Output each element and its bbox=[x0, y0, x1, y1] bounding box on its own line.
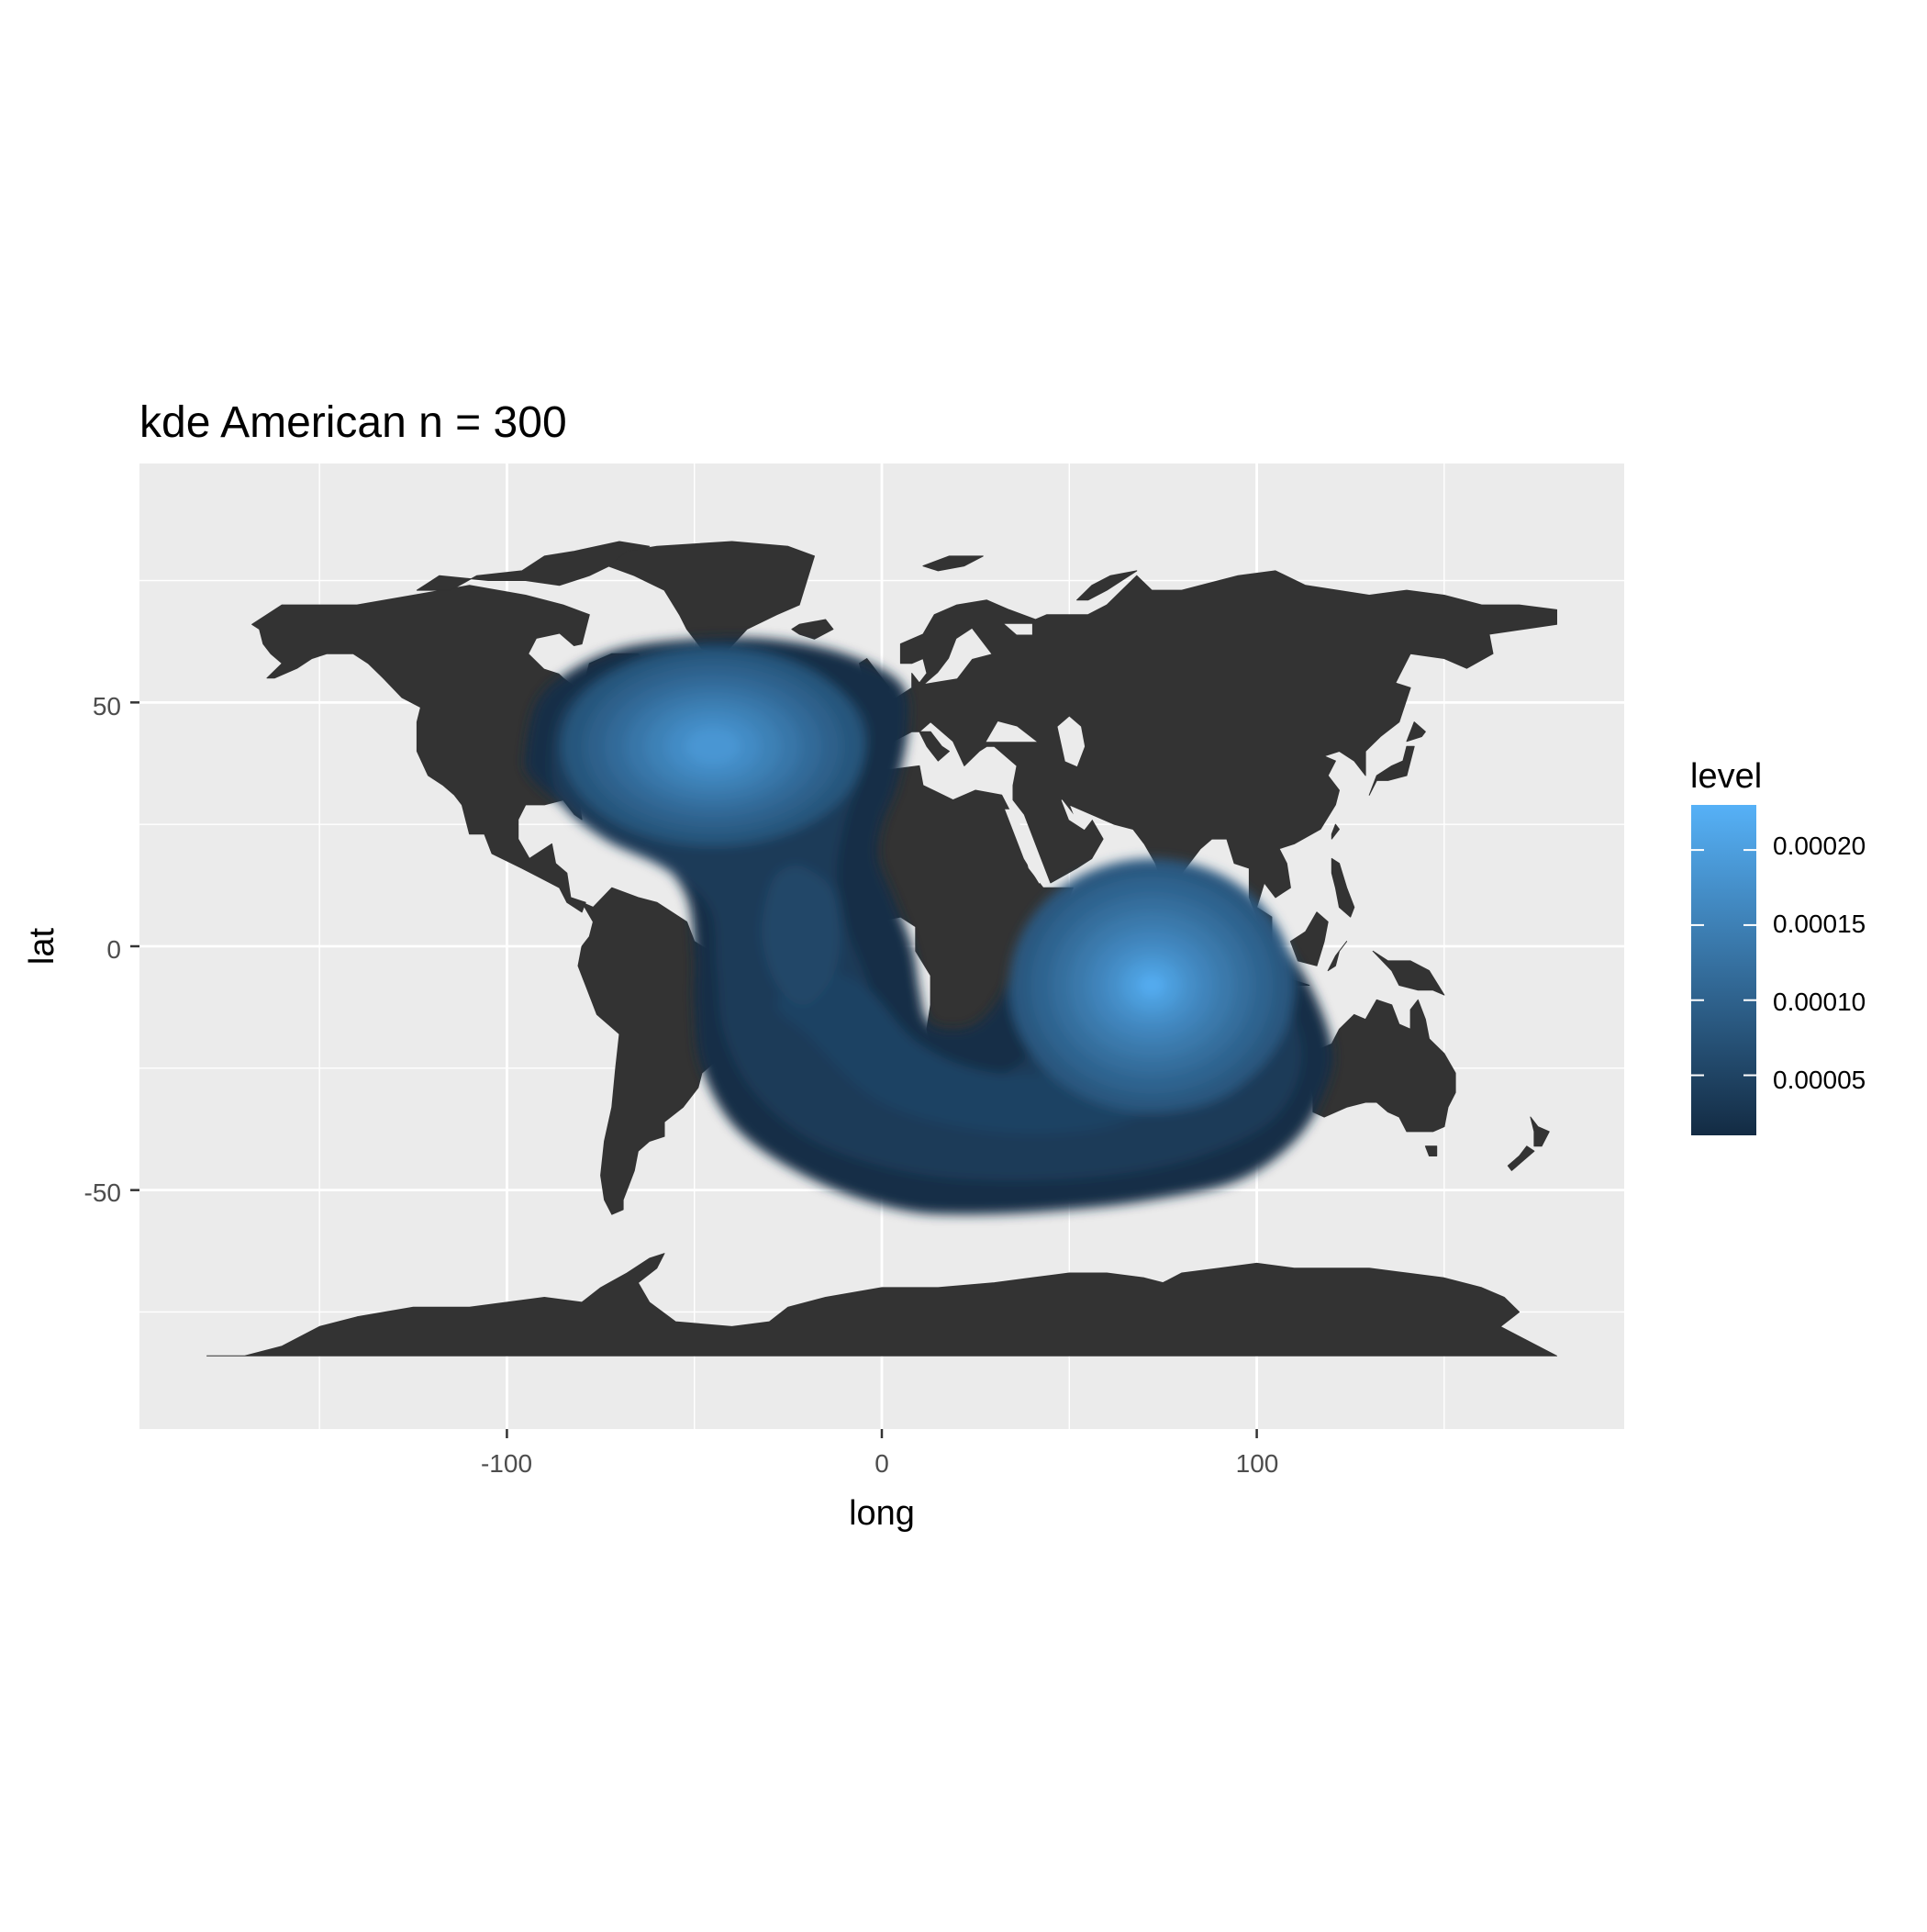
landmass-canadian-arctic bbox=[416, 541, 651, 591]
legend-colorbar bbox=[1691, 805, 1756, 1135]
y-tick-label-50: 50 bbox=[93, 692, 121, 720]
landmass-novaya-zemlya bbox=[1076, 570, 1138, 601]
water-baltic-sea bbox=[925, 628, 992, 684]
water-black-sea bbox=[986, 721, 1037, 743]
density-contour-mid-atlantic bbox=[762, 865, 841, 1006]
landmass-svalbard bbox=[922, 555, 984, 572]
y-tick-label-0: 0 bbox=[106, 935, 121, 964]
landmass-antarctica bbox=[206, 1253, 1557, 1357]
density-contour-south-3 bbox=[776, 969, 1164, 1134]
x-tick-label-minus-100: -100 bbox=[481, 1449, 532, 1478]
density-west-ring-7 bbox=[685, 728, 741, 765]
water-hudson-bay bbox=[529, 633, 583, 679]
legend-label-0.00015: 0.00015 bbox=[1773, 910, 1866, 938]
water-persian-gulf bbox=[1061, 799, 1093, 831]
landmass-eurasia bbox=[847, 570, 1557, 943]
x-tick-label-0: 0 bbox=[874, 1449, 889, 1478]
water-red-sea bbox=[1005, 809, 1044, 884]
landmass-borneo bbox=[1289, 911, 1329, 966]
legend-title: level bbox=[1690, 757, 1762, 796]
landmass-new-guinea bbox=[1372, 950, 1445, 996]
chart-title: kde American n = 300 bbox=[139, 398, 567, 447]
legend-label-0.00010: 0.00010 bbox=[1773, 988, 1866, 1016]
landmass-sulawesi bbox=[1327, 941, 1348, 972]
landmass-new-zealand-south bbox=[1507, 1145, 1535, 1171]
landmass-philippines bbox=[1331, 857, 1355, 918]
landmass-new-zealand-north bbox=[1530, 1116, 1550, 1147]
x-tick-label-100: 100 bbox=[1236, 1449, 1279, 1478]
axis-ticks bbox=[130, 701, 1258, 1438]
landmass-australia bbox=[1309, 999, 1456, 1133]
legend-ticks bbox=[1691, 849, 1756, 1077]
landmass-iceland bbox=[791, 619, 834, 640]
landmass-hokkaido bbox=[1406, 721, 1426, 743]
y-tick-label-minus-50: -50 bbox=[84, 1178, 121, 1207]
landmass-japan bbox=[1368, 745, 1415, 796]
y-axis-title: lat bbox=[23, 927, 61, 965]
water-white-sea bbox=[1004, 623, 1032, 635]
legend-label-0.00020: 0.00020 bbox=[1773, 832, 1866, 860]
landmass-taiwan bbox=[1331, 823, 1340, 840]
water-caspian-sea bbox=[1057, 716, 1086, 767]
legend: level 0.00020 0.00015 0.00010 0.00005 bbox=[1690, 757, 1866, 1135]
density-east-ring-8 bbox=[1137, 972, 1167, 999]
legend-label-0.00005: 0.00005 bbox=[1773, 1066, 1866, 1094]
landmass-tasmania bbox=[1424, 1145, 1438, 1156]
density-contours bbox=[524, 637, 1333, 1215]
landmass-greenland bbox=[607, 541, 815, 654]
x-axis-title: long bbox=[849, 1494, 915, 1533]
